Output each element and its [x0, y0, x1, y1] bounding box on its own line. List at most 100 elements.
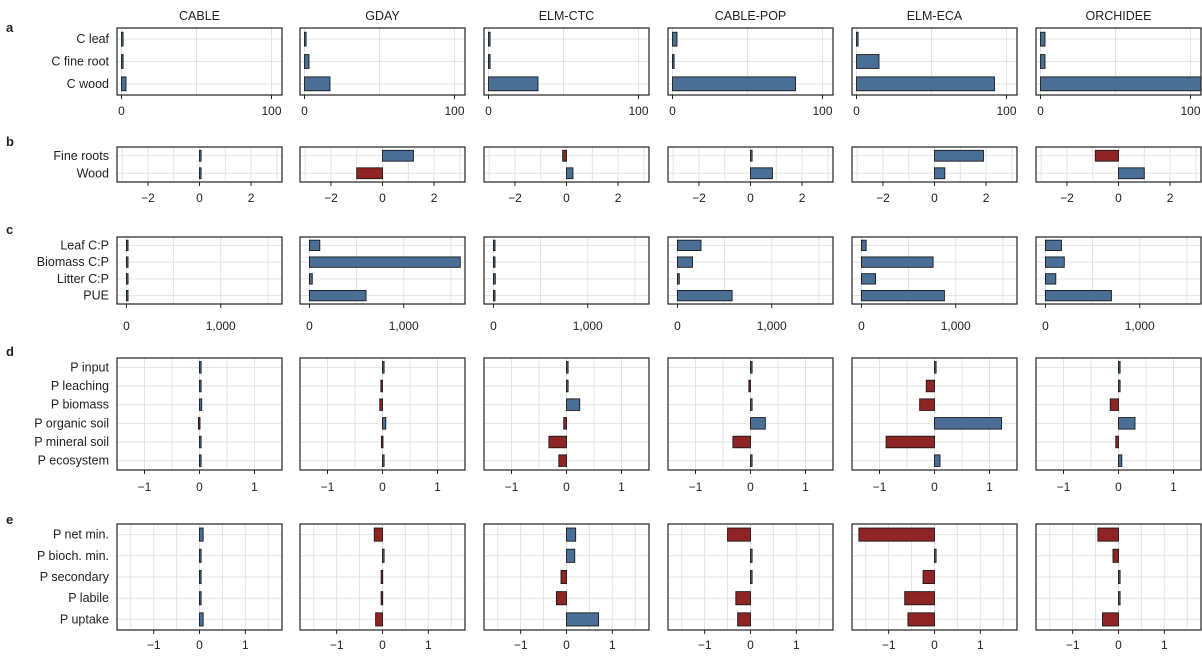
bar-d-orchidee-0	[1118, 361, 1121, 374]
bar-d-gday-4	[380, 435, 384, 449]
tick-label: −1	[514, 638, 528, 652]
tick-label: 0	[123, 319, 130, 333]
bar-e-elm-eca-2	[922, 569, 935, 585]
subpanel-c-orchidee: 0 1,000	[1035, 236, 1202, 333]
bar-d-elm-ctc-4	[548, 435, 567, 449]
subpanel-e-elm-eca: −1 0 1	[851, 523, 1018, 652]
bar-b-elm-ctc-0	[562, 149, 567, 162]
bar-b-orchidee-0	[1094, 149, 1119, 162]
tick-label: 1	[793, 638, 800, 652]
bar-e-elm-ctc-0	[566, 527, 577, 542]
bar-d-elm-eca-3	[934, 417, 1003, 430]
bar-d-elm-ctc-5	[558, 454, 567, 467]
row-label: C fine root	[51, 55, 109, 69]
bar-e-cable-3	[199, 591, 202, 606]
subpanel-e-cable-pop: −1 0 1	[667, 523, 834, 652]
bar-e-gday-3	[380, 591, 384, 606]
bar-c-elm-eca-1	[860, 256, 934, 268]
bar-e-elm-eca-3	[904, 591, 935, 606]
tick-label: 0	[1115, 191, 1122, 205]
tick-label: 0	[563, 480, 570, 494]
model-title-elm-eca: ELM-ECA	[907, 9, 963, 23]
bar-e-cable-2	[199, 569, 202, 585]
row-label: Leaf C:P	[60, 238, 109, 252]
bar-c-cable-pop-2	[676, 273, 680, 285]
bar-d-elm-ctc-1	[566, 379, 569, 393]
tick-label: 2	[799, 191, 806, 205]
panel-e: e P net min. P bioch. min. P secondary P lab…	[6, 512, 1202, 652]
bar-d-cable-4	[199, 435, 202, 449]
tick-label: −1	[330, 638, 344, 652]
tick-label: 100	[1180, 104, 1200, 118]
tick-label: 0	[379, 638, 386, 652]
bar-d-orchidee-4	[1115, 435, 1119, 449]
model-title-cable-pop: CABLE-POP	[715, 9, 787, 23]
tick-label: 0	[563, 638, 570, 652]
row-label: P organic soil	[34, 416, 109, 430]
tick-label: 1	[1161, 638, 1168, 652]
bar-e-gday-1	[382, 548, 385, 563]
bar-c-cable-pop-1	[676, 256, 693, 268]
bar-d-orchidee-1	[1118, 379, 1121, 393]
bar-d-cable-3	[197, 417, 201, 430]
tick-label: 1,000	[573, 319, 603, 333]
bar-d-cable-pop-2	[750, 398, 753, 411]
bar-b-cable-1	[199, 167, 202, 180]
subpanel-a-elm-eca: 0 100	[851, 27, 1018, 118]
bar-b-elm-eca-0	[934, 149, 984, 162]
subpanel-c-elm-eca: 0 1,000	[851, 236, 1018, 333]
bar-a-gday-2	[304, 76, 331, 92]
tick-label: −2	[324, 191, 338, 205]
bar-d-gday-0	[382, 361, 385, 374]
tick-label: 1	[609, 638, 616, 652]
tick-label: 0	[674, 319, 681, 333]
bar-d-elm-eca-0	[934, 361, 937, 374]
subpanel-c-elm-ctc: 0 1,000	[483, 236, 650, 333]
tick-label: −1	[689, 480, 703, 494]
tick-label: 1,000	[389, 319, 419, 333]
bar-e-cable-0	[199, 527, 204, 542]
tick-label: 100	[628, 104, 648, 118]
bar-a-gday-0	[304, 31, 307, 47]
bar-d-cable-pop-3	[750, 417, 766, 430]
row-label: P net min.	[53, 528, 109, 542]
bar-d-cable-pop-4	[732, 435, 751, 449]
bar-a-elm-eca-0	[856, 31, 859, 47]
bar-d-cable-5	[199, 454, 202, 467]
subpanel-frame	[116, 236, 283, 305]
bar-c-orchidee-3	[1044, 289, 1112, 302]
tick-label: −1	[1057, 480, 1071, 494]
subpanel-b-elm-eca: −2 0 2	[851, 146, 1018, 205]
subpanel-e-orchidee: −1 0 1	[1035, 523, 1202, 652]
model-title-cable: CABLE	[179, 9, 220, 23]
tick-label: −1	[505, 480, 519, 494]
bar-c-orchidee-0	[1044, 239, 1062, 252]
bar-a-cable-0	[121, 31, 124, 47]
bar-e-orchidee-3	[1118, 591, 1121, 606]
tick-label: 0	[196, 480, 203, 494]
tick-label: 0	[490, 319, 497, 333]
row-label: Litter C:P	[57, 272, 109, 286]
tick-label: 1	[802, 480, 809, 494]
bar-d-gday-5	[382, 454, 385, 467]
tick-label: 1,000	[941, 319, 971, 333]
bar-e-gday-4	[375, 612, 383, 627]
tick-label: 0	[301, 104, 308, 118]
bar-d-elm-eca-4	[885, 435, 935, 449]
subpanel-c-cable-pop: 0 1,000	[667, 236, 834, 333]
bar-c-cable-pop-0	[676, 239, 702, 252]
tick-label: 1	[242, 638, 249, 652]
bar-c-cable-0	[125, 239, 129, 252]
bar-e-cable-pop-1	[750, 548, 753, 563]
bar-b-gday-0	[382, 149, 414, 162]
bar-e-orchidee-4	[1102, 612, 1119, 627]
bar-d-cable-1	[199, 379, 202, 393]
bar-e-gday-0	[373, 527, 383, 542]
tick-label: 2	[1167, 191, 1174, 205]
tick-label: 0	[118, 104, 125, 118]
bar-e-elm-eca-0	[858, 527, 935, 542]
bar-e-cable-pop-3	[735, 591, 751, 606]
subpanel-frame	[116, 27, 283, 96]
bar-c-cable-pop-3	[676, 289, 733, 302]
